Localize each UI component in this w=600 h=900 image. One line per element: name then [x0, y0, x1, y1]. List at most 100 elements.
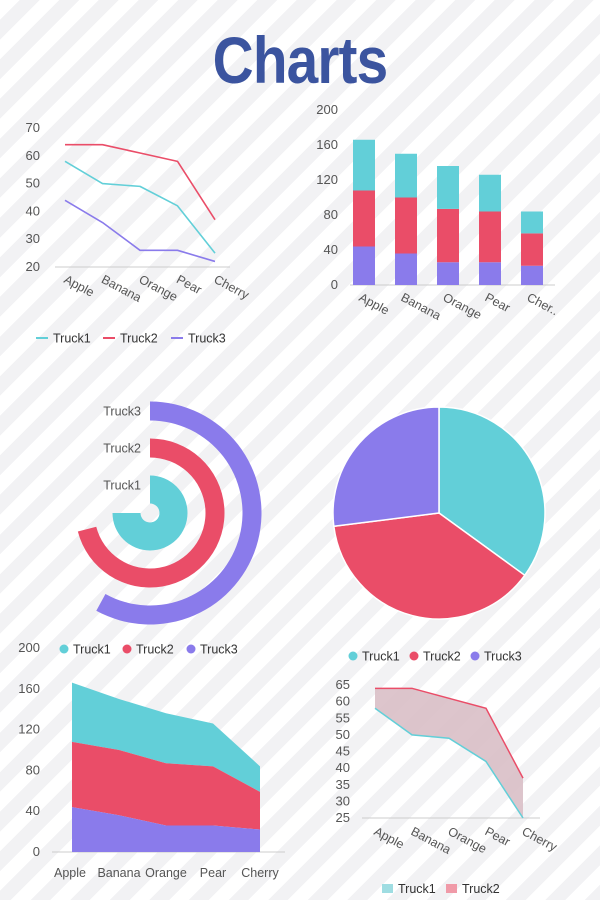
pie-chart: Truck1 Truck2 Truck3	[332, 406, 546, 664]
line-ytick-20: 20	[26, 259, 40, 274]
bar-orange-truck2	[437, 208, 459, 263]
pie-legend-truck1: Truck1	[362, 650, 400, 664]
area-xtick-banana: Banana	[97, 866, 140, 880]
area-series-truck2	[72, 741, 260, 830]
pie-slice-truck1	[438, 406, 546, 577]
bar-apple-truck1	[353, 139, 375, 191]
area-legend-truck3: Truck3	[200, 643, 238, 657]
radial-label-truck3: Truck3	[103, 405, 141, 419]
area-ytick-80: 80	[26, 762, 40, 777]
radial-bar-truck1	[112, 475, 188, 551]
line-ytick-30: 30	[26, 231, 40, 246]
bar-banana-truck3	[395, 253, 417, 285]
bar-ytick-40: 40	[324, 242, 338, 257]
range-legend-swatch-truck1	[382, 884, 393, 893]
radial-bar-truck2	[77, 438, 225, 588]
bar-xtick-apple: Apple	[357, 290, 392, 317]
bar-xtick-orange: Orange	[441, 290, 484, 322]
bar-ytick-160: 160	[316, 137, 338, 152]
pie-legend-truck2: Truck2	[423, 650, 461, 664]
bar-banana-truck2	[395, 197, 417, 254]
bar-apple-truck3	[353, 246, 375, 285]
area-legend-swatch-truck1	[59, 644, 69, 654]
bar-cher-truck1	[521, 211, 543, 234]
area-series-truck1	[72, 682, 260, 792]
bar-pear-truck3	[479, 262, 501, 285]
stacked-area-chart: Truck1 Truck2 Truck3 0 40 80 120 160 200 Apple Ban…	[18, 640, 285, 880]
range-ytick-40: 40	[336, 760, 350, 775]
line-xtick-orange: Orange	[137, 272, 180, 304]
line-legend-truck3: Truck3	[188, 332, 226, 346]
line-series-truck1	[64, 160, 216, 254]
bar-pear-truck2	[479, 211, 501, 263]
pie-legend-truck3: Truck3	[484, 650, 522, 664]
line-xtick-apple: Apple	[62, 272, 97, 299]
page-title: Charts	[212, 23, 388, 97]
area-legend-truck1: Truck1	[73, 643, 111, 657]
area-series-truck3	[72, 807, 260, 852]
area-legend-truck2: Truck2	[136, 643, 174, 657]
range-ytick-55: 55	[336, 710, 350, 725]
line-ytick-50: 50	[26, 176, 40, 191]
range-ytick-35: 35	[336, 777, 350, 792]
range-ytick-25: 25	[336, 810, 350, 825]
radial-bar-chart: Truck1 Truck2 Truck3	[77, 401, 262, 625]
pie-slice-truck3	[332, 406, 440, 528]
line-series-truck2	[65, 143, 216, 221]
line-legend-truck2: Truck2	[120, 332, 158, 346]
range-legend-swatch-truck2	[446, 884, 457, 893]
bar-ytick-120: 120	[316, 172, 338, 187]
range-xtick-cherry: Cherry	[520, 824, 560, 854]
area-ytick-120: 120	[18, 722, 40, 737]
bar-ytick-80: 80	[324, 207, 338, 222]
area-xtick-pear: Pear	[200, 866, 226, 880]
area-ytick-0: 0	[33, 844, 40, 859]
radial-label-truck1: Truck1	[103, 479, 141, 493]
bar-xtick-pear: Pear	[483, 290, 513, 315]
line-legend-truck1: Truck1	[53, 332, 91, 346]
range-ytick-60: 60	[336, 694, 350, 709]
range-series-truck1	[374, 707, 524, 819]
area-xtick-orange: Orange	[145, 866, 187, 880]
area-xtick-apple: Apple	[54, 866, 86, 880]
area-legend-swatch-truck2	[122, 644, 132, 654]
bar-orange-truck1	[437, 166, 459, 209]
bar-cher-truck2	[521, 233, 543, 266]
line-ytick-70: 70	[26, 120, 40, 135]
area-ytick-200: 200	[18, 640, 40, 655]
pie-legend-swatch-truck3	[470, 651, 480, 661]
range-ytick-30: 30	[336, 793, 350, 808]
bar-apple-truck2	[353, 190, 375, 247]
bar-banana-truck1	[395, 153, 417, 198]
bar-xtick-cher: Cher..	[525, 290, 561, 318]
area-legend-swatch-truck3	[186, 644, 196, 654]
range-legend-truck1: Truck1	[398, 882, 436, 896]
bar-pear-truck1	[479, 174, 501, 212]
range-xtick-apple: Apple	[372, 824, 407, 851]
line-xtick-banana: Banana	[99, 272, 144, 305]
line-ytick-60: 60	[26, 148, 40, 163]
bar-orange-truck3	[437, 262, 459, 285]
line-series-truck3	[64, 199, 216, 263]
range-ytick-50: 50	[336, 727, 350, 742]
range-area-fill	[375, 688, 523, 818]
range-xtick-banana: Banana	[409, 824, 454, 857]
line-xtick-cherry: Cherry	[212, 272, 252, 302]
radial-label-truck2: Truck2	[103, 442, 141, 456]
bar-ytick-0: 0	[331, 277, 338, 292]
area-ytick-40: 40	[26, 803, 40, 818]
pie-legend-swatch-truck1	[348, 651, 358, 661]
line-ytick-40: 40	[26, 203, 40, 218]
pie-slice-truck2	[332, 512, 526, 620]
bar-ytick-200: 200	[316, 102, 338, 117]
area-xtick-cherry: Cherry	[241, 866, 279, 880]
range-ytick-45: 45	[336, 744, 350, 759]
range-legend-truck2: Truck2	[462, 882, 500, 896]
pie-legend-swatch-truck2	[409, 651, 419, 661]
range-xtick-orange: Orange	[446, 824, 489, 856]
bar-cher-truck3	[521, 265, 543, 285]
radial-bar-truck3	[96, 401, 262, 625]
